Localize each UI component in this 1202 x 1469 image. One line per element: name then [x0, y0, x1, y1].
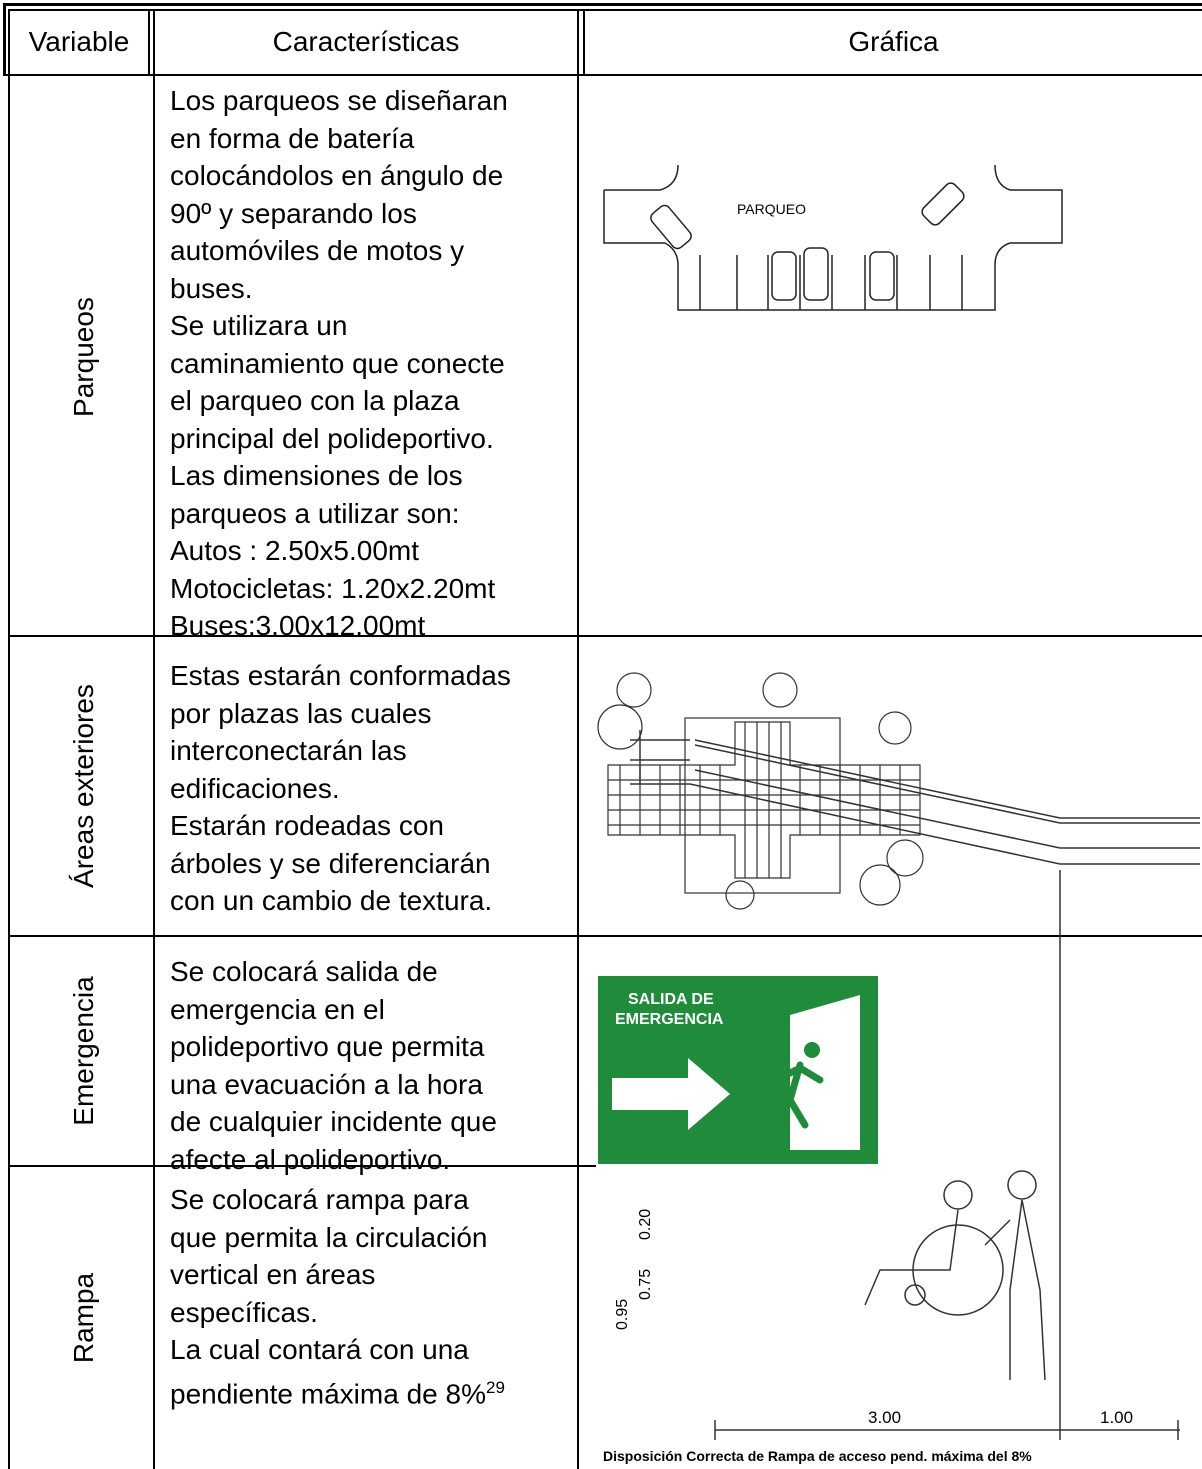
- exit-runner: [766, 1042, 824, 1129]
- text-line: Las dimensiones de los: [170, 460, 463, 491]
- text-line: Se colocará rampa para: [170, 1184, 469, 1215]
- row-variable: Rampa: [67, 1272, 99, 1364]
- text-line: Se colocará salida de: [170, 956, 438, 987]
- row-text: Se colocará rampa para que permita la cir…: [170, 1181, 505, 1412]
- border: [3, 3, 1202, 6]
- border: [8, 1165, 596, 1167]
- row-variable: Emergencia: [67, 976, 99, 1126]
- parking-label: PARQUEO: [737, 201, 806, 217]
- text-line: edificaciones.: [170, 772, 340, 804]
- text-line: interconectarán las: [170, 735, 407, 766]
- header-cell: Características: [272, 26, 460, 57]
- row-text: Los parqueos se diseñaran en forma de bat…: [170, 82, 508, 645]
- text-line: Autos : 2.50x5.00mt: [170, 535, 420, 566]
- row-variable: Áreas exteriores: [67, 684, 99, 888]
- text-line: por plazas las cuales: [170, 697, 432, 729]
- border: [8, 9, 10, 1469]
- plaza-drawing: [597, 672, 924, 910]
- ramp-drawing: [630, 730, 1200, 1440]
- border: [3, 74, 1202, 76]
- text-line: afecte al polideportivo.: [170, 1143, 451, 1175]
- text-line: automóviles de motos y: [170, 235, 465, 266]
- ramp-dim: 0.95: [614, 1299, 631, 1330]
- parking-drawing: [603, 164, 1063, 311]
- ramp-caption: Disposición Correcta de Rampa de acceso …: [603, 1448, 1032, 1464]
- ramp-dim: 3.00: [868, 1408, 901, 1427]
- text-line: Estarán rodeadas con: [170, 810, 444, 841]
- border: [8, 935, 1202, 937]
- text-line: una evacuación a la hora: [170, 1068, 483, 1100]
- text-line: Los parqueos se diseñaran: [170, 85, 508, 116]
- text-line: Se utilizara un: [170, 310, 348, 341]
- text-line: el parqueo con la plaza: [170, 385, 460, 416]
- row-text: Estas estarán conformadas por plazas las …: [170, 657, 511, 920]
- exit-sign-text: EMERGENCIA: [615, 1011, 724, 1028]
- text-line: en forma de batería: [170, 122, 415, 154]
- text-line: con un cambio de textura.: [170, 885, 493, 916]
- text-line: emergencia en el: [170, 993, 385, 1025]
- text-line: buses.: [170, 272, 253, 304]
- text-line: árboles y se diferenciarán: [170, 847, 491, 879]
- ramp-dim: 0.20: [637, 1209, 654, 1240]
- exit-sign-text: SALIDA DE: [628, 991, 714, 1008]
- text-line: principal del polideportivo.: [170, 422, 494, 454]
- ramp-dim: 0.75: [637, 1269, 654, 1300]
- border: [8, 635, 1202, 637]
- text-line: Motocicletas: 1.20x2.20mt: [170, 572, 496, 604]
- border: [583, 9, 585, 76]
- text-line: Buses:3.00x12.00mt: [170, 610, 426, 641]
- text-line: parqueos a utilizar son:: [170, 497, 460, 529]
- header-cell: Gráfica: [848, 26, 939, 57]
- border: [8, 9, 1202, 11]
- border: [577, 9, 579, 1469]
- text-line: colocándolos en ángulo de: [170, 160, 504, 191]
- text-line: pendiente máxima de 8%29: [170, 1377, 505, 1409]
- border: [148, 9, 150, 76]
- text-line: específicas.: [170, 1296, 318, 1328]
- text-line: caminamiento que conecte: [170, 347, 505, 379]
- border: [153, 9, 155, 1469]
- text-line: vertical en áreas: [170, 1259, 376, 1290]
- header-cell: Variable: [28, 26, 130, 57]
- row-variable: Parqueos: [67, 296, 99, 417]
- border: [3, 3, 6, 76]
- row-text: Se colocará salida de emergencia en el pol…: [170, 953, 497, 1178]
- footnote: 29: [485, 1377, 505, 1397]
- text-line: Estas estarán conformadas: [170, 660, 511, 691]
- exit-arrow: [612, 1058, 730, 1130]
- text-line: 90º y separando los: [170, 197, 417, 229]
- ramp-dim: 1.00: [1100, 1408, 1133, 1427]
- text-line: que permita la circulación: [170, 1221, 488, 1253]
- exit-door: [790, 995, 860, 1150]
- text-line: polideportivo que permita: [170, 1031, 485, 1062]
- text-line: La cual contará con una: [170, 1334, 469, 1365]
- text-line: de cualquier incidente que: [170, 1106, 497, 1137]
